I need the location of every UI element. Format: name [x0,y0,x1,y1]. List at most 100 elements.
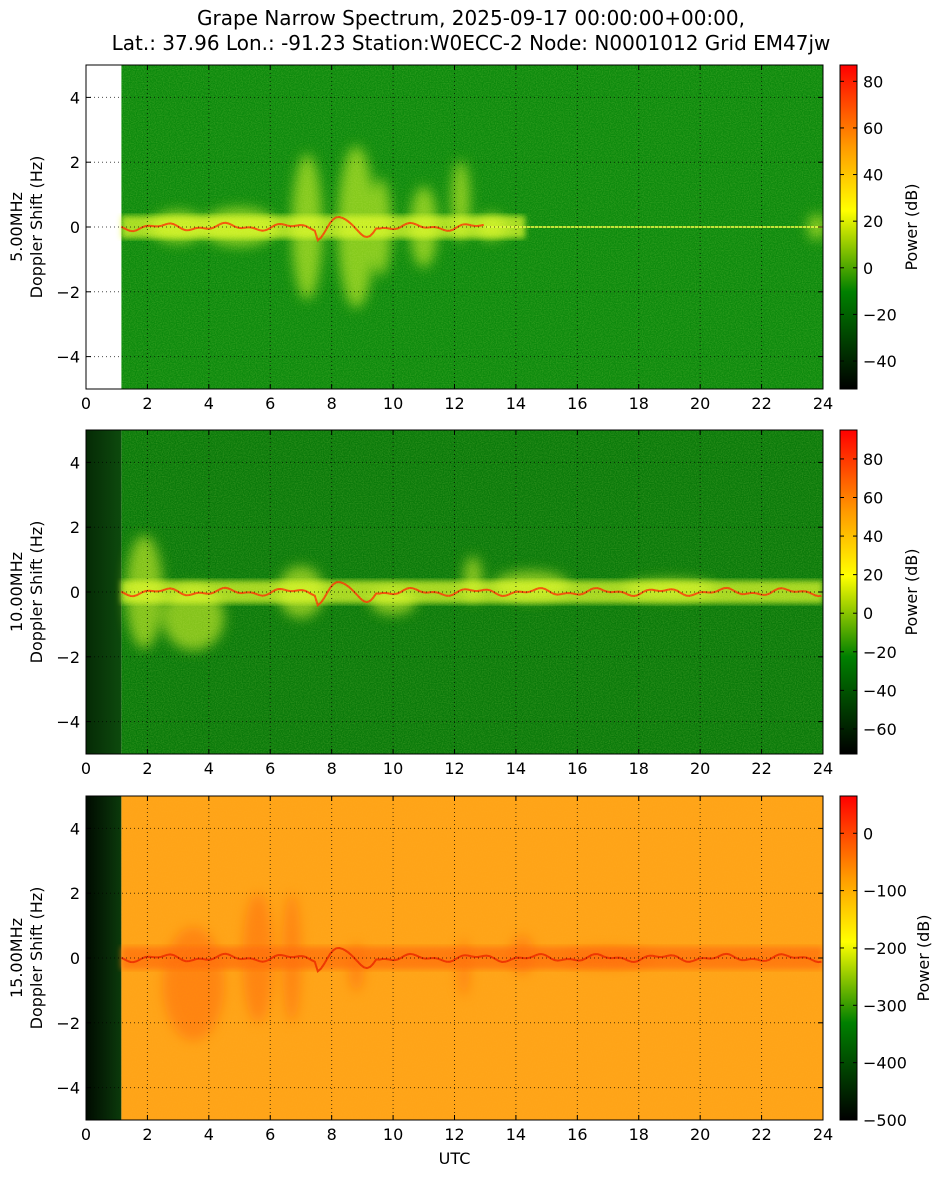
y-tick-label: 0 [70,583,80,602]
y-tick-label: 2 [70,518,80,537]
x-tick-label: 2 [142,759,152,778]
y-tick-label: −4 [56,713,80,732]
colorbar-tick-label: −500 [863,1111,907,1130]
x-tick-label: 10 [383,759,403,778]
x-tick-label: 8 [327,394,337,413]
grid-lines [86,65,823,389]
x-tick-label: 20 [690,394,710,413]
x-tick-label: 6 [265,759,275,778]
y-tick-label: 4 [70,88,80,107]
y-tick-label: 4 [70,453,80,472]
colorbar-tick-label: −400 [863,1054,907,1073]
x-tick-label: 18 [629,394,649,413]
colorbar-tick-label: 40 [863,166,883,185]
colorbar-tick-label: −300 [863,996,907,1015]
colorbar-tick-label: 20 [863,566,883,585]
colorbar [839,795,858,1121]
colorbar-label: Power (dB) [902,548,921,635]
heatmap-area [86,65,823,389]
x-tick-label: 8 [327,759,337,778]
colorbar-label: Power (dB) [914,914,933,1001]
colorbar [839,64,858,390]
colorbar-tick-label: 20 [863,212,883,231]
x-tick-label: 10 [383,394,403,413]
x-tick-label: 18 [629,759,649,778]
x-tick-label: 8 [327,1125,337,1144]
colorbar-tick-label: −40 [863,681,897,700]
x-tick-label: 14 [506,1125,526,1144]
x-tick-label: 22 [751,394,771,413]
colorbar-tick-label: 0 [863,604,873,623]
colorbar-tick-label: −200 [863,939,907,958]
colorbar-tick-label: −100 [863,882,907,901]
colorbar [839,429,858,755]
colorbar-tick-label: 60 [863,119,883,138]
missing-data-region [86,65,122,389]
x-tick-label: 4 [204,759,214,778]
x-tick-label: 16 [567,394,587,413]
grid-lines [86,430,823,754]
x-tick-label: 20 [690,759,710,778]
y-tick-label: 4 [70,819,80,838]
x-tick-label: 22 [751,1125,771,1144]
missing-data-region [86,430,122,754]
x-tick-label: 4 [204,394,214,413]
x-tick-label: 12 [444,759,464,778]
x-tick-label: 14 [506,759,526,778]
colorbar-tick-label: 80 [863,450,883,469]
colorbar-tick-label: −40 [863,352,897,371]
y-axis-label: 5.00MHz [7,192,26,262]
x-tick-label: 2 [142,394,152,413]
x-tick-label: 18 [629,1125,649,1144]
y-axis-label: 10.00MHz [7,552,26,632]
y-tick-label: 2 [70,153,80,172]
x-tick-label: 0 [81,1125,91,1144]
y-tick-label: −2 [56,283,80,302]
colorbar-tick-label: −20 [863,305,897,324]
chart-title-line-2: Lat.: 37.96 Lon.: -91.23 Station:W0ECC-2… [111,31,831,55]
x-tick-label: 12 [444,394,464,413]
x-tick-label: 20 [690,1125,710,1144]
y-tick-label: −2 [56,648,80,667]
y-tick-label: −4 [56,1079,80,1098]
grid-lines [86,796,823,1120]
y-tick-label: 0 [70,218,80,237]
y-axis-label: 15.00MHz [7,918,26,998]
x-tick-label: 24 [813,759,833,778]
y-tick-label: −2 [56,1014,80,1033]
y-tick-label: 0 [70,949,80,968]
x-tick-label: 14 [506,394,526,413]
colorbar-label: Power (dB) [902,183,921,270]
colorbar-tick-label: 40 [863,527,883,546]
x-tick-label: 24 [813,1125,833,1144]
colorbar-tick-label: 60 [863,489,883,508]
colorbar-tick-label: −60 [863,720,897,739]
colorbar-tick-label: 0 [863,824,873,843]
x-tick-label: 0 [81,759,91,778]
y-axis-label: Doppler Shift (Hz) [27,156,46,299]
x-tick-label: 4 [204,1125,214,1144]
y-tick-label: 2 [70,884,80,903]
x-tick-label: 12 [444,1125,464,1144]
x-tick-label: 10 [383,1125,403,1144]
x-tick-label: 24 [813,394,833,413]
x-tick-label: 2 [142,1125,152,1144]
missing-data-region [86,796,122,1120]
x-tick-label: 16 [567,759,587,778]
colorbar-tick-label: 80 [863,72,883,91]
x-tick-label: 6 [265,1125,275,1144]
chart-title-line-1: Grape Narrow Spectrum, 2025-09-17 00:00:… [197,6,745,30]
colorbar-tick-label: 0 [863,259,873,278]
x-tick-label: 6 [265,394,275,413]
colorbar-tick-label: −20 [863,643,897,662]
y-axis-label: Doppler Shift (Hz) [27,521,46,664]
x-tick-label: 0 [81,394,91,413]
x-tick-label: 16 [567,1125,587,1144]
x-tick-label: 22 [751,759,771,778]
y-tick-label: −4 [56,348,80,367]
y-axis-label: Doppler Shift (Hz) [27,887,46,1030]
